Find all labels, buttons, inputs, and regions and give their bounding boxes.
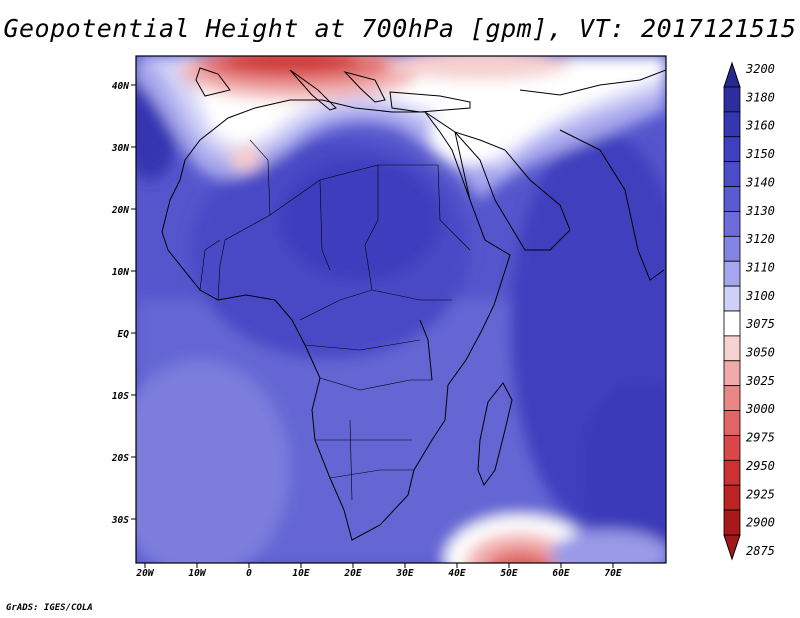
- colorbar-label: 3160: [745, 119, 775, 133]
- colorbar-swatch: [723, 509, 741, 536]
- lon-label: 30E: [395, 568, 413, 579]
- credit-text: GrADS: IGES/COLA: [6, 603, 93, 613]
- lat-axis: 40N 30N 20N 10N EQ 10S 20S 30S: [111, 81, 129, 526]
- colorbar-swatch: [723, 310, 741, 337]
- lon-label: 70E: [604, 568, 621, 579]
- lon-label: 60E: [552, 568, 569, 579]
- colorbar-swatch: [723, 186, 741, 212]
- colorbar-swatch: [723, 86, 741, 113]
- colorbar-label: 3025: [745, 374, 775, 388]
- colorbar-label: 2925: [746, 487, 775, 501]
- colorbar-swatch: [723, 484, 741, 511]
- lon-label: 50E: [500, 568, 517, 579]
- height-field: [136, 56, 666, 563]
- map-frame: [135, 55, 667, 564]
- colorbar-label: 3130: [745, 204, 775, 218]
- lat-label: 40N: [112, 81, 129, 92]
- chart-title: Geopotential Height at 700hPa [gpm], VT:…: [3, 14, 797, 43]
- colorbar-swatch: [723, 410, 741, 436]
- colorbar-label: 2950: [746, 459, 775, 473]
- colorbar-swatch: [723, 136, 741, 163]
- lon-axis: 20W 10W 0 10E 20E 30E 40E 50E 60E 70E: [135, 568, 621, 579]
- colorbar-label: 3120: [745, 232, 775, 246]
- colorbar-label: 3180: [745, 90, 775, 104]
- lat-label: 10S: [112, 391, 129, 402]
- colorbar: 3200 3180 3160 3150 3140 3130 3120 3110 3100 3075…: [723, 61, 775, 561]
- lat-label: 20N: [111, 205, 129, 216]
- colorbar-label: 2875: [746, 544, 775, 558]
- colorbar-label: 3075: [745, 317, 775, 331]
- coastlines: [161, 67, 666, 541]
- colorbar-label: 3050: [745, 346, 775, 360]
- colorbar-swatch: [723, 111, 741, 138]
- lat-label: 30N: [111, 143, 129, 154]
- lon-label: 10E: [292, 568, 309, 579]
- colorbar-swatch: [723, 161, 741, 187]
- lat-label: 20S: [111, 453, 129, 464]
- lon-label: 0: [246, 568, 252, 579]
- colorbar-swatch: [723, 335, 741, 362]
- colorbar-label: 3000: [745, 402, 775, 416]
- colorbar-label: 3110: [745, 260, 775, 274]
- colorbar-label: 3200: [745, 62, 775, 76]
- axis-ticks: [131, 84, 614, 568]
- colorbar-label: 3140: [745, 175, 775, 189]
- colorbar-swatch: [723, 385, 741, 411]
- colorbar-bottom-arrow: [723, 534, 741, 561]
- lon-label: 20W: [135, 568, 154, 579]
- colorbar-swatch: [723, 260, 741, 287]
- colorbar-swatch: [723, 211, 741, 237]
- colorbar-swatch: [723, 285, 741, 312]
- colorbar-label: 2975: [746, 431, 775, 445]
- country-borders: [199, 139, 471, 501]
- lat-label: 30S: [111, 515, 129, 526]
- colorbar-top-arrow: [723, 61, 741, 88]
- lat-label: 10N: [112, 267, 129, 278]
- colorbar-swatch: [723, 435, 741, 461]
- colorbar-swatch: [723, 459, 741, 486]
- colorbar-label: 3100: [745, 289, 775, 303]
- colorbar-label: 3150: [745, 147, 775, 161]
- colorbar-label: 2900: [746, 516, 775, 530]
- lat-label: EQ: [118, 329, 130, 340]
- lon-label: 40E: [448, 568, 465, 579]
- lon-label: 20E: [343, 568, 361, 579]
- colorbar-swatch: [723, 235, 741, 262]
- lon-label: 10W: [188, 568, 206, 579]
- colorbar-swatch: [723, 360, 741, 387]
